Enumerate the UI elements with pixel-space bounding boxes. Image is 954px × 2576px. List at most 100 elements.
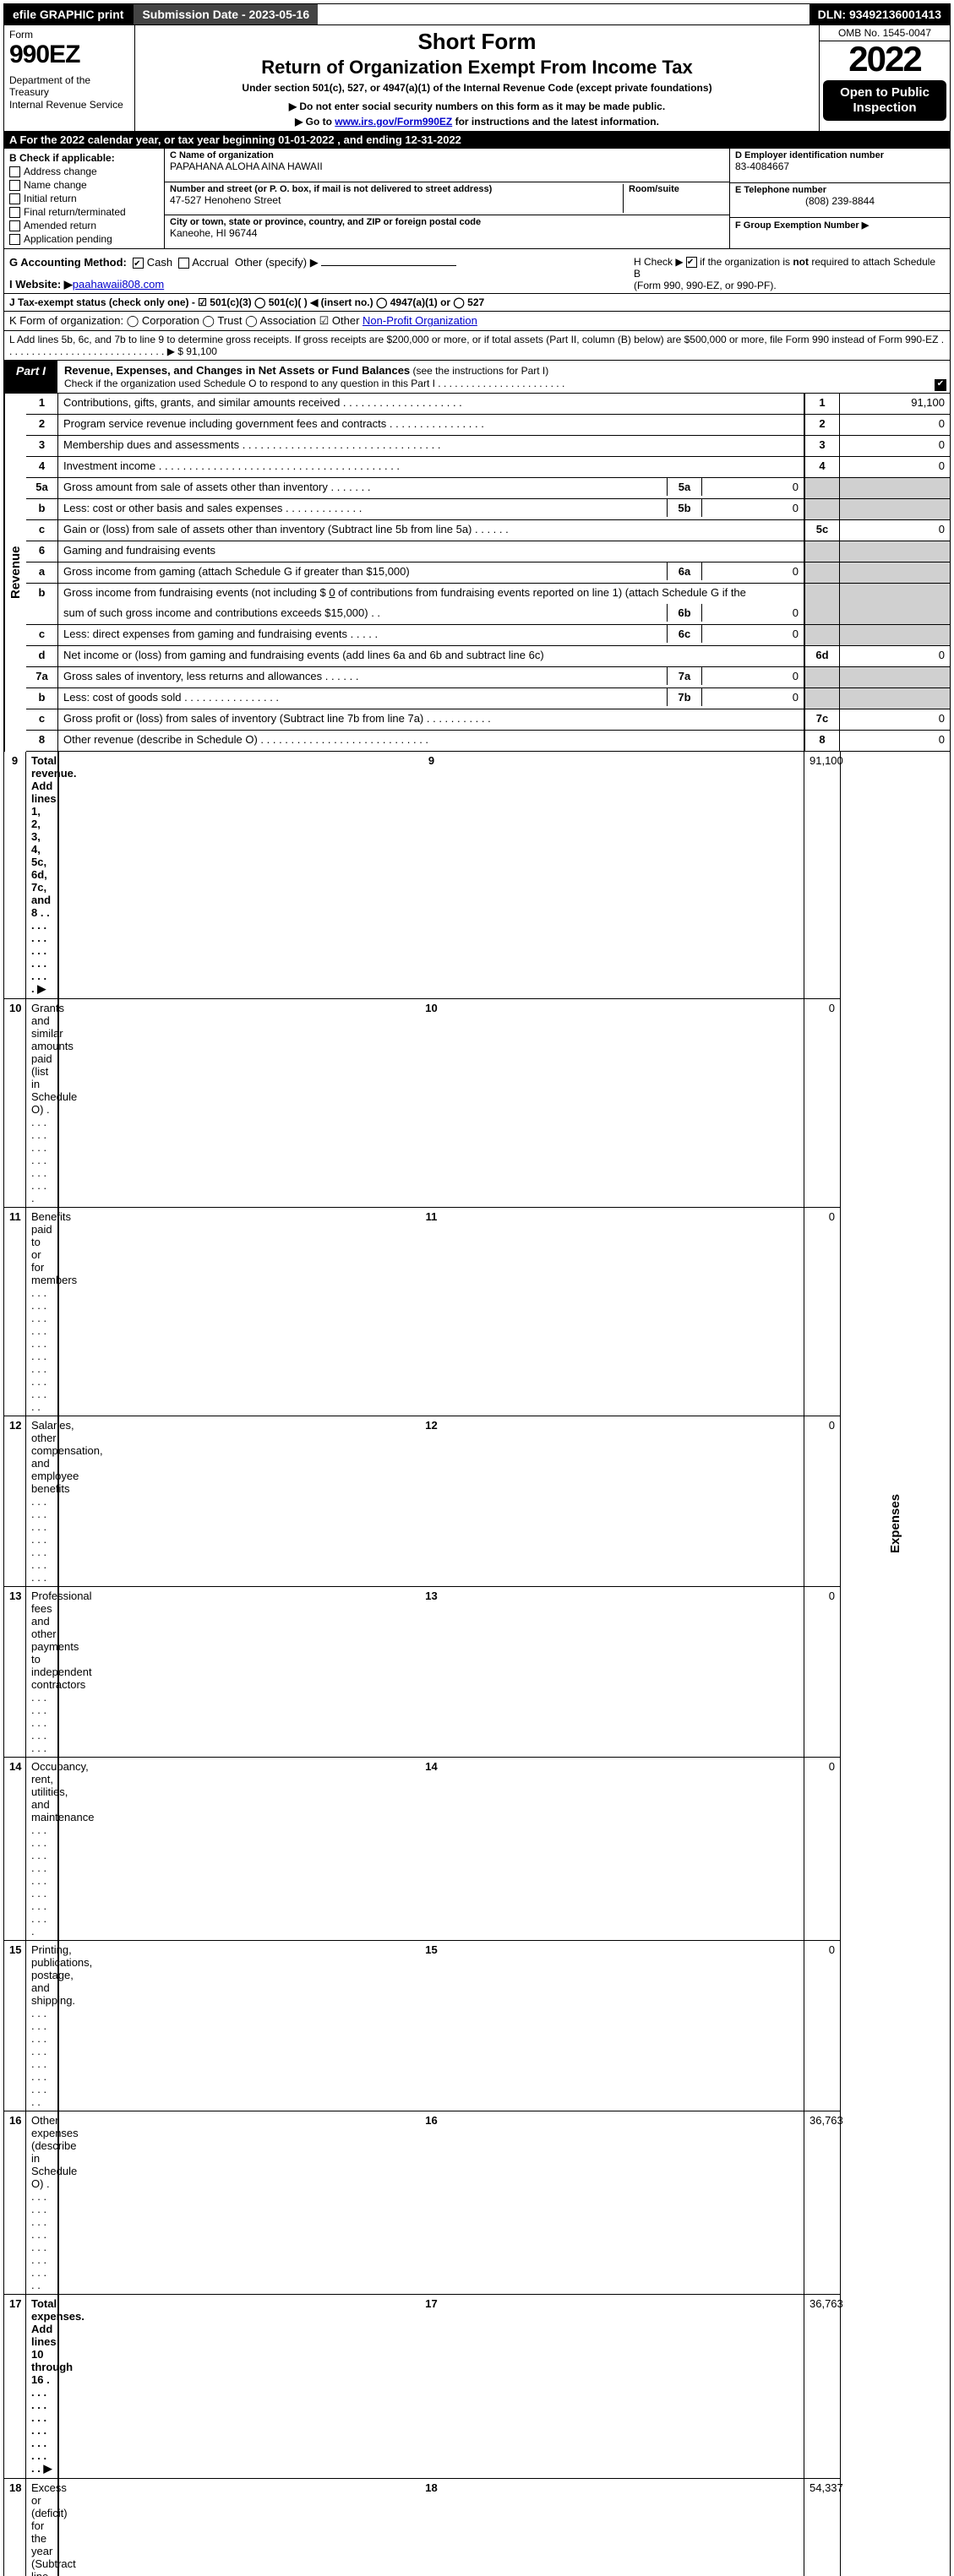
group-exemption-row: F Group Exemption Number ▶ bbox=[730, 218, 950, 241]
other-label: Other (specify) ▶ bbox=[235, 256, 319, 269]
line-desc: Total expenses. Add lines 10 through 16 … bbox=[26, 2295, 58, 2479]
sub-num: 7b bbox=[667, 688, 702, 706]
chk-final-return[interactable]: Final return/terminated bbox=[9, 206, 159, 218]
chk-label: Amended return bbox=[24, 220, 96, 231]
chk-schedule-b-not-required[interactable] bbox=[686, 257, 697, 268]
part-i-schedule-o-check[interactable]: ✔ bbox=[933, 361, 950, 393]
sub-desc: Less: cost of goods sold . . . . . . . .… bbox=[58, 688, 667, 706]
title-return: Return of Organization Exempt From Incom… bbox=[140, 57, 814, 79]
line-desc: Contributions, gifts, grants, and simila… bbox=[58, 394, 804, 415]
irs-link[interactable]: www.irs.gov/Form990EZ bbox=[335, 116, 452, 128]
g-label: G Accounting Method: bbox=[9, 256, 127, 269]
row-a-tax-year: A For the 2022 calendar year, or tax yea… bbox=[3, 132, 951, 149]
chk-application-pending[interactable]: Application pending bbox=[9, 233, 159, 245]
chk-initial-return[interactable]: Initial return bbox=[9, 193, 159, 204]
line-refnum: 15 bbox=[58, 1941, 804, 2111]
form-number: 990EZ bbox=[9, 41, 129, 69]
line-desc: sum of such gross income and contributio… bbox=[58, 604, 804, 625]
website-row: I Website: ▶paahawaii808.com bbox=[9, 278, 624, 291]
sub-amt: 0 bbox=[702, 625, 804, 643]
line-num: 9 bbox=[4, 752, 26, 999]
line-desc: Benefits paid to or for members . . . . … bbox=[26, 1208, 58, 1416]
efile-print-button[interactable]: efile GRAPHIC print bbox=[4, 4, 132, 24]
street-label: Number and street (or P. O. box, if mail… bbox=[170, 184, 623, 194]
subtitle-warning: ▶ Do not enter social security numbers o… bbox=[140, 101, 814, 112]
line-amount: 0 bbox=[804, 1416, 840, 1587]
submission-date: Submission Date - 2023-05-16 bbox=[132, 4, 318, 24]
line-desc: Gross sales of inventory, less returns a… bbox=[58, 667, 804, 688]
line-refnum: 6d bbox=[804, 646, 840, 667]
line-num: c bbox=[26, 625, 58, 646]
chk-address-change[interactable]: Address change bbox=[9, 166, 159, 177]
line-desc: Gross amount from sale of assets other t… bbox=[58, 478, 804, 499]
h-pre: H Check ▶ bbox=[634, 256, 684, 268]
line-refnum: 13 bbox=[58, 1587, 804, 1758]
col-b-header: B Check if applicable: bbox=[9, 152, 159, 164]
line-amount: 36,763 bbox=[804, 2295, 840, 2479]
row-k-form-org: K Form of organization: ◯ Corporation ◯ … bbox=[3, 312, 951, 331]
line-num: 18 bbox=[4, 2479, 26, 2576]
line-desc: Investment income . . . . . . . . . . . … bbox=[58, 457, 804, 478]
h-check-row: H Check ▶ if the organization is not req… bbox=[629, 249, 950, 293]
line-refnum: 9 bbox=[58, 752, 804, 999]
org-type-link[interactable]: Non-Profit Organization bbox=[363, 314, 477, 327]
line-num: 16 bbox=[4, 2111, 26, 2295]
header-center: Short Form Return of Organization Exempt… bbox=[135, 25, 819, 131]
website-link[interactable]: paahawaii808.com bbox=[73, 278, 164, 291]
line-num: c bbox=[26, 709, 58, 731]
sub-num: 5b bbox=[667, 499, 702, 517]
ein-row: D Employer identification number 83-4084… bbox=[730, 149, 950, 183]
open-to-public: Open to Public Inspection bbox=[823, 80, 946, 121]
chk-name-change[interactable]: Name change bbox=[9, 179, 159, 191]
col-b-checkboxes: B Check if applicable: Address change Na… bbox=[4, 149, 165, 248]
line-amount: 0 bbox=[804, 1941, 840, 2111]
line-refnum-shade bbox=[804, 562, 840, 584]
col-c-org-info: C Name of organization PAPAHANA ALOHA AI… bbox=[165, 149, 730, 248]
tax-year: 2022 bbox=[820, 41, 950, 77]
line-refnum-shade bbox=[804, 541, 840, 562]
line-amount: 36,763 bbox=[804, 2111, 840, 2295]
checkbox-icon bbox=[9, 166, 20, 177]
row-j-tax-exempt: J Tax-exempt status (check only one) - ☑… bbox=[3, 294, 951, 312]
checkbox-icon bbox=[9, 234, 20, 245]
line-amount: 91,100 bbox=[840, 394, 950, 415]
chk-label: Name change bbox=[24, 179, 87, 191]
line-amount: 0 bbox=[840, 457, 950, 478]
chk-cash[interactable] bbox=[133, 258, 144, 269]
line-amount-shade bbox=[840, 688, 950, 709]
line-refnum: 8 bbox=[804, 731, 840, 752]
checkbox-icon bbox=[9, 207, 20, 218]
line-num: b bbox=[26, 584, 58, 625]
line-amount-shade bbox=[840, 541, 950, 562]
line-refnum: 1 bbox=[804, 394, 840, 415]
sub-desc: Gross sales of inventory, less returns a… bbox=[58, 667, 667, 685]
sub3-pre: ▶ Go to bbox=[295, 116, 335, 128]
row-j-text: J Tax-exempt status (check only one) - ☑… bbox=[9, 296, 484, 308]
sub-num: 6c bbox=[667, 625, 702, 643]
chk-amended-return[interactable]: Amended return bbox=[9, 220, 159, 231]
sub-desc: Less: cost or other basis and sales expe… bbox=[58, 499, 667, 517]
city-row: City or town, state or province, country… bbox=[165, 215, 729, 248]
line-desc: Gaming and fundraising events bbox=[58, 541, 804, 562]
row-k-pre: K Form of organization: ◯ Corporation ◯ … bbox=[9, 314, 363, 327]
line-num: 5a bbox=[26, 478, 58, 499]
sub-amt: 0 bbox=[702, 688, 804, 706]
other-specify-input[interactable] bbox=[321, 265, 456, 266]
row-l-text: L Add lines 5b, 6c, and 7b to line 9 to … bbox=[9, 334, 944, 357]
ein-value: 83-4084667 bbox=[735, 160, 945, 172]
line-num: c bbox=[26, 520, 58, 541]
line-amount: 0 bbox=[804, 1208, 840, 1416]
line-amount-shade bbox=[840, 625, 950, 646]
org-name-value: PAPAHANA ALOHA AINA HAWAII bbox=[170, 160, 724, 172]
line-refnum-shade bbox=[804, 625, 840, 646]
top-bar: efile GRAPHIC print Submission Date - 20… bbox=[3, 3, 951, 25]
department: Department of the Treasury Internal Reve… bbox=[9, 74, 129, 111]
identity-grid: B Check if applicable: Address change Na… bbox=[3, 149, 951, 249]
part-i-tab: Part I bbox=[4, 361, 57, 393]
sub-num: 7a bbox=[667, 667, 702, 685]
h-not: not bbox=[793, 256, 809, 268]
line-amount: 0 bbox=[804, 1587, 840, 1758]
part-i-title: Revenue, Expenses, and Changes in Net As… bbox=[57, 361, 933, 393]
chk-accrual[interactable] bbox=[178, 258, 189, 269]
phone-row: E Telephone number (808) 239-8844 bbox=[730, 183, 950, 218]
